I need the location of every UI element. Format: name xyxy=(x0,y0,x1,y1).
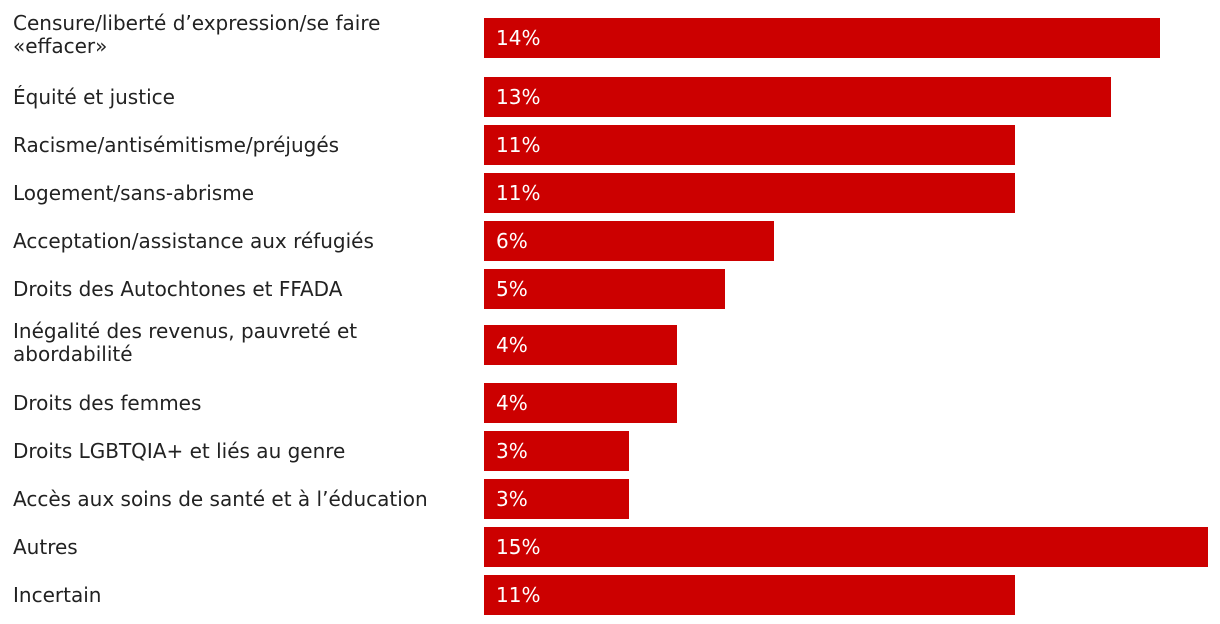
value-label: 4% xyxy=(496,391,528,415)
bar-row: Droits des Autochtones et FFADA 5% xyxy=(0,269,1220,309)
value-label: 11% xyxy=(496,583,541,607)
value-label: 14% xyxy=(496,26,541,50)
bar-row: Censure/liberté d’expression/se faire «e… xyxy=(0,12,1220,58)
value-label: 3% xyxy=(496,487,528,511)
bar-row: Inégalité des revenus, pauvreté et abord… xyxy=(0,320,1220,366)
bar: 13% xyxy=(484,77,1111,117)
category-label: Équité et justice xyxy=(13,85,175,109)
bar-row: Accès aux soins de santé et à l’éducatio… xyxy=(0,479,1220,519)
bar: 3% xyxy=(484,431,629,471)
category-label: Accès aux soins de santé et à l’éducatio… xyxy=(13,487,428,511)
bar: 11% xyxy=(484,575,1015,615)
bar: 11% xyxy=(484,173,1015,213)
bar: 3% xyxy=(484,479,629,519)
category-label: Racisme/antisémitisme/préjugés xyxy=(13,133,340,157)
value-label: 6% xyxy=(496,229,528,253)
bar-row: Droits des femmes 4% xyxy=(0,383,1220,423)
bar-row: Incertain 11% xyxy=(0,575,1220,615)
bar-row: Acceptation/assistance aux réfugiés 6% xyxy=(0,221,1220,261)
value-label: 11% xyxy=(496,181,541,205)
value-label: 13% xyxy=(496,85,541,109)
value-label: 4% xyxy=(496,333,528,357)
value-label: 3% xyxy=(496,439,528,463)
category-label: Censure/liberté d’expression/se faire «e… xyxy=(13,11,381,58)
bar: 6% xyxy=(484,221,774,261)
category-label: Droits LGBTQIA+ et liés au genre xyxy=(13,439,346,463)
bar-row: Autres 15% xyxy=(0,527,1220,567)
bar: 14% xyxy=(484,18,1160,58)
bar: 15% xyxy=(484,527,1208,567)
category-label: Acceptation/assistance aux réfugiés xyxy=(13,229,374,253)
value-label: 11% xyxy=(496,133,541,157)
category-label: Droits des Autochtones et FFADA xyxy=(13,277,343,301)
bar: 4% xyxy=(484,383,677,423)
value-label: 15% xyxy=(496,535,541,559)
category-label: Incertain xyxy=(13,583,102,607)
category-label: Droits des femmes xyxy=(13,391,202,415)
bar-row: Droits LGBTQIA+ et liés au genre 3% xyxy=(0,431,1220,471)
bar-row: Racisme/antisémitisme/préjugés 11% xyxy=(0,125,1220,165)
category-label: Inégalité des revenus, pauvreté et abord… xyxy=(13,319,358,366)
bar: 4% xyxy=(484,325,677,365)
value-label: 5% xyxy=(496,277,528,301)
category-label: Autres xyxy=(13,535,78,559)
bar: 5% xyxy=(484,269,725,309)
bar-row: Logement/sans-abrisme 11% xyxy=(0,173,1220,213)
bar-row: Équité et justice 13% xyxy=(0,77,1220,117)
bar: 11% xyxy=(484,125,1015,165)
category-label: Logement/sans-abrisme xyxy=(13,181,254,205)
